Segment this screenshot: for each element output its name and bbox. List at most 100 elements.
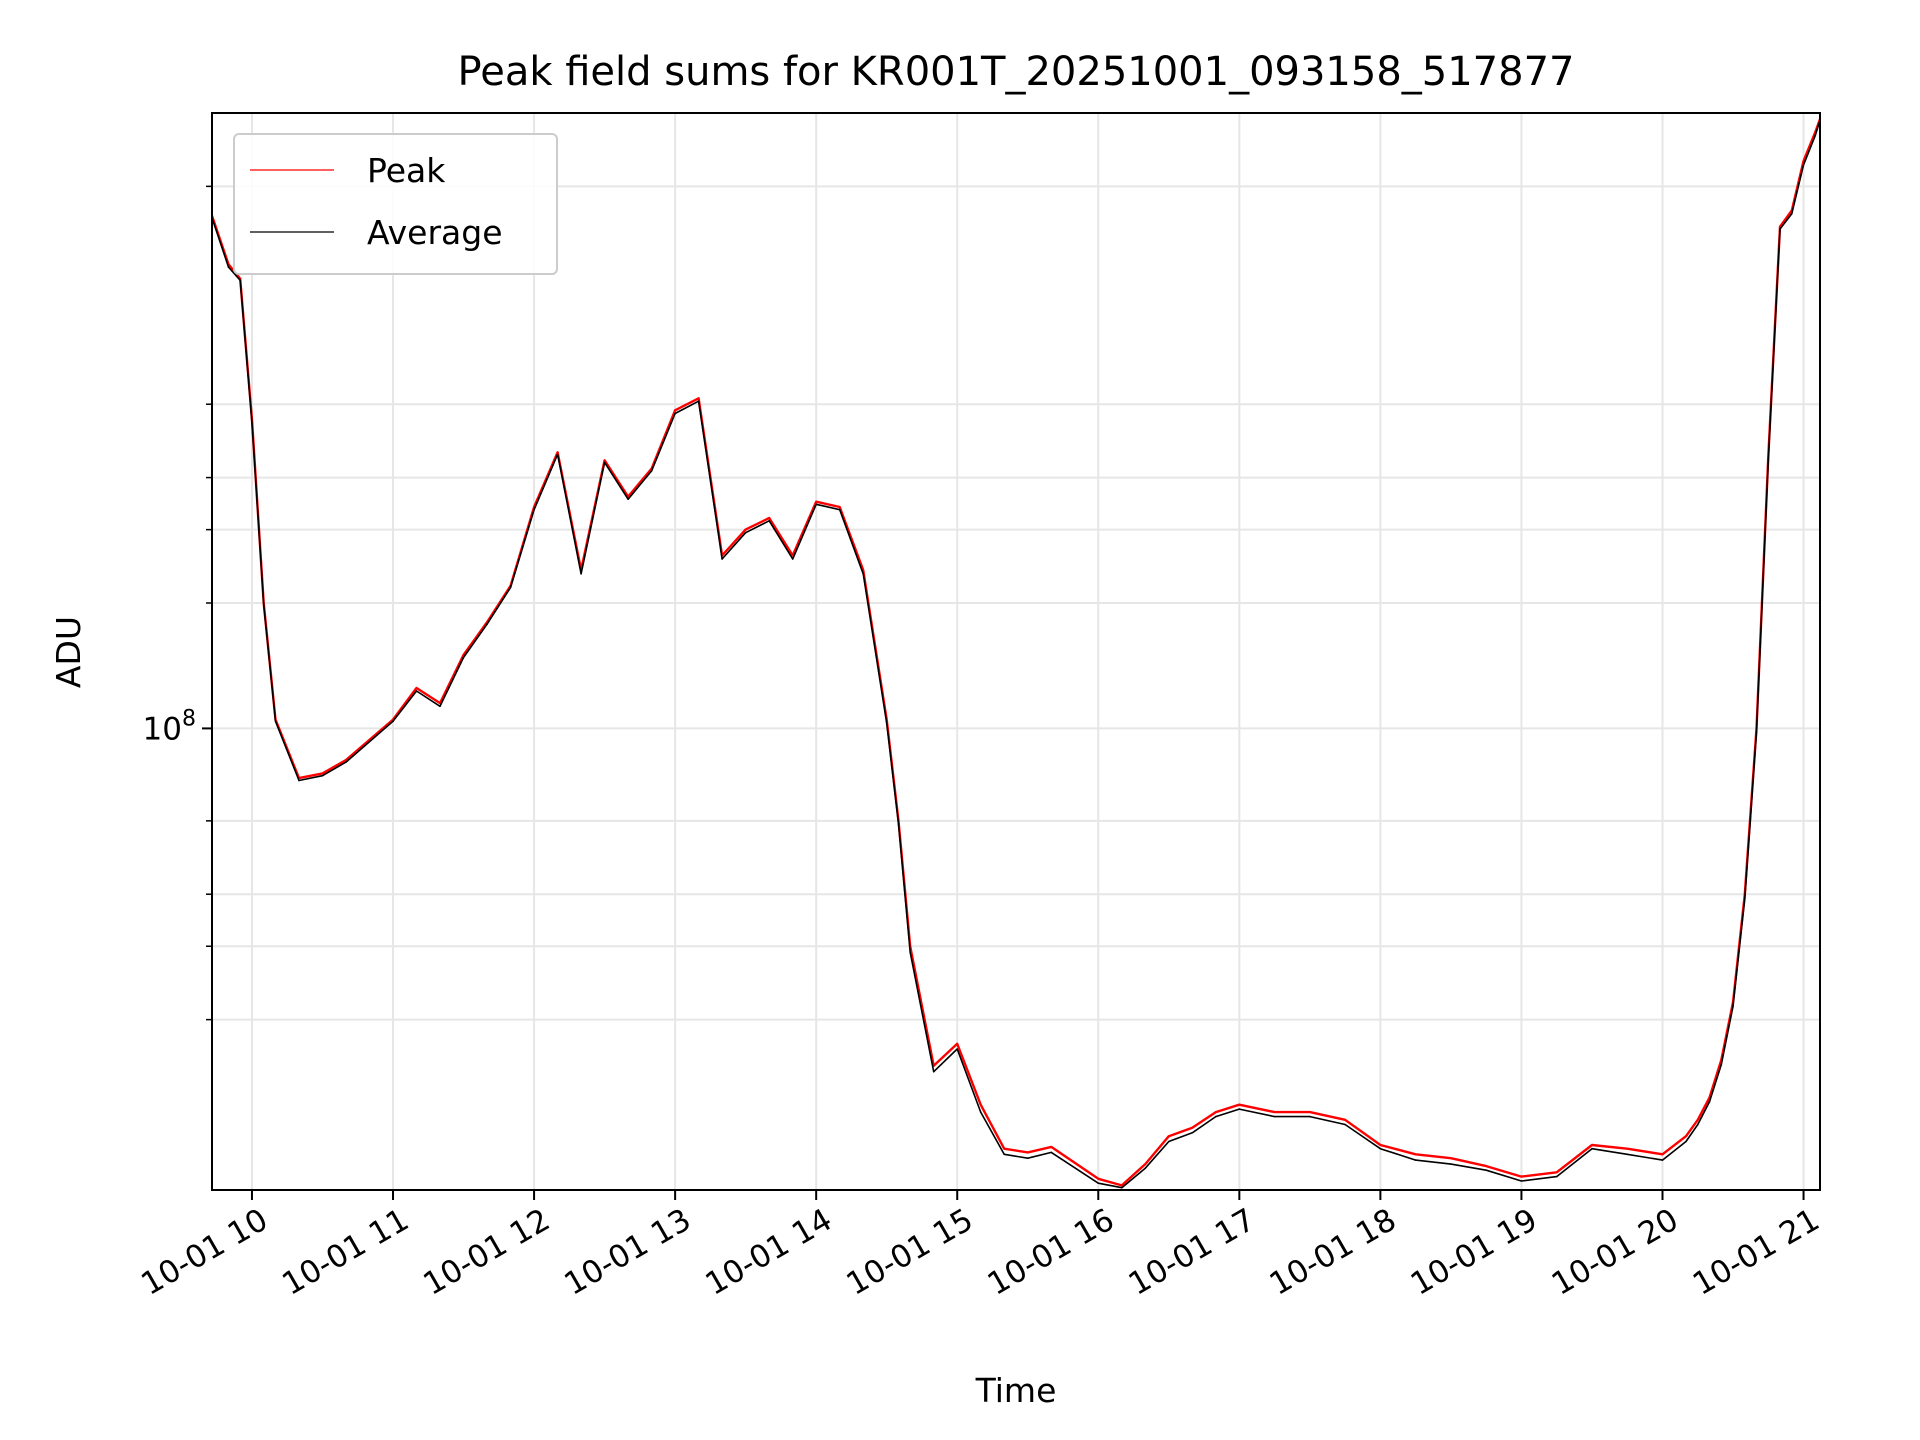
series-average-point [1814,134,1817,137]
series-average-point [1779,228,1781,230]
series-peak-point [1215,1111,1217,1113]
series-peak-point [1779,225,1781,228]
series-average-point [697,400,700,403]
series-peak-point [1661,1153,1664,1156]
series-average-point [1273,1115,1276,1118]
series-average-point [439,705,441,708]
series-average-point [650,470,653,472]
series-average-point [791,558,794,560]
y-tick-label: 108 [143,706,196,747]
series-average-point [744,531,747,534]
series-peak-point [439,702,441,704]
series-average-point [909,951,911,954]
series-peak-point [1344,1119,1346,1121]
series-average-point [556,453,559,456]
series-average-point [627,498,629,501]
series-average-point [227,266,230,268]
series-average-point [509,586,512,589]
series-average-point [1708,1101,1711,1103]
series-average-point [979,1111,982,1113]
series-peak-point [1685,1135,1687,1137]
series-peak-point [838,506,841,508]
series-average-point [1003,1153,1005,1156]
legend-average-label: Average [367,213,503,252]
series-peak-point [1168,1135,1170,1137]
series-peak-point [1097,1178,1100,1180]
series-peak-point [1144,1163,1147,1165]
series-average-point [1309,1115,1311,1118]
series-average-point [1168,1140,1170,1143]
series-average-point [721,558,723,560]
series-average-point [1144,1167,1147,1169]
series-peak-point [791,554,794,557]
series-average-point [1744,898,1746,900]
series-average-point [1732,1005,1734,1008]
series-average-point [392,720,394,723]
series-average-point [815,503,817,506]
series-average-point [239,279,241,282]
series-average-point [768,520,770,522]
series-peak-point [1450,1157,1452,1159]
series-average-point [1027,1157,1029,1159]
grid [212,113,1820,1190]
series-average-point [956,1048,958,1050]
series-peak-point [768,517,770,519]
series-peak-point [1697,1119,1699,1121]
series-average-point [580,573,582,575]
series-peak-point [321,772,324,775]
series-average-point [1591,1147,1593,1150]
chart-title: Peak field sums for KR001T_20251001_0931… [458,49,1575,95]
series-average-point [1050,1151,1053,1154]
series-average-point [1238,1108,1241,1110]
series-average-point [932,1070,935,1073]
series-average-point [1755,731,1758,733]
series-peak-point [1121,1184,1123,1187]
series-average-point [1097,1182,1100,1184]
series-average-point [897,823,900,825]
series-average-point [1720,1063,1723,1066]
series-peak-point [1050,1146,1053,1148]
series-average-point [1661,1159,1664,1161]
legend-box [233,133,558,275]
series-average-point [462,656,465,659]
series-average-point [1191,1132,1194,1134]
series-average-point [298,779,300,782]
series-average-point [603,461,606,464]
series-average-point [1520,1180,1523,1182]
series-layer [212,118,1820,1189]
series-average-point [1485,1169,1487,1171]
x-axis-title: Time [975,1371,1057,1410]
series-average-point [674,412,676,415]
series-average-point [345,761,347,763]
series-peak-point [415,687,418,689]
series-average-point [885,722,888,724]
series-average-point [1697,1123,1699,1126]
series-average-point [1344,1123,1346,1126]
series-peak-point [1626,1147,1628,1150]
series-peak-point [345,759,347,761]
series-average-point [1555,1175,1558,1178]
series-peak-point [1591,1144,1593,1146]
series-average-point [533,508,535,511]
series-peak-point [697,397,700,400]
series-peak-point [1555,1171,1558,1174]
series-average-point [486,623,488,625]
series-peak-point [1414,1153,1417,1156]
series-peak-point [556,451,559,454]
series-average-point [1767,459,1770,462]
series-peak-point [1802,160,1805,162]
series-average-point [415,690,418,692]
series-average-point [262,604,265,606]
series-peak-point [979,1103,982,1106]
series-peak-point [744,528,747,531]
series-average-point [1215,1115,1217,1118]
series-average-point [1414,1159,1417,1161]
series-average-point [838,508,841,511]
legend-peak-label: Peak [367,151,446,190]
series-peak-point [956,1043,958,1045]
series-average-point [1791,212,1793,215]
series-average-point [274,720,277,723]
series-peak-point [1027,1151,1029,1154]
series-average-point [1626,1153,1628,1156]
